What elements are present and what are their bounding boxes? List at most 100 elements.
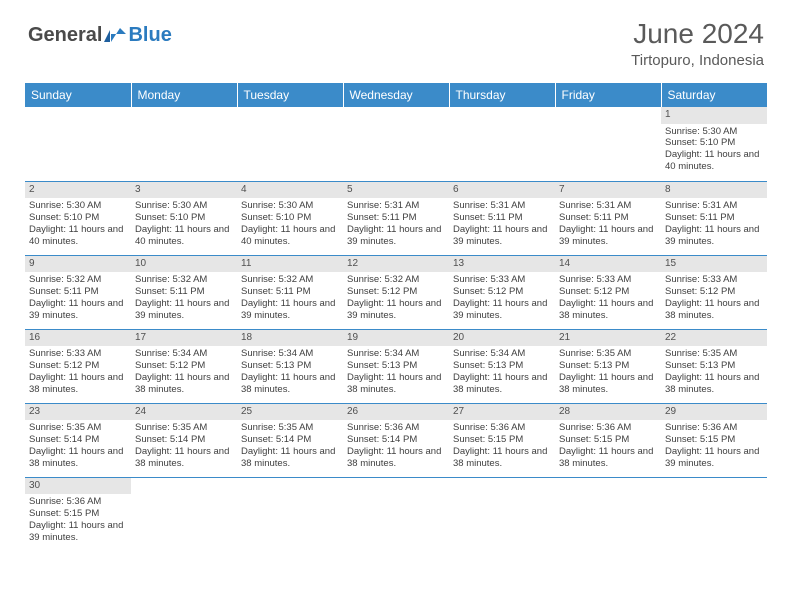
sunset-line: Sunset: 5:11 PM	[453, 212, 551, 224]
sunrise-line: Sunrise: 5:36 AM	[453, 422, 551, 434]
calendar-cell	[237, 477, 343, 551]
sunset-line: Sunset: 5:12 PM	[29, 360, 127, 372]
calendar-cell: 11Sunrise: 5:32 AMSunset: 5:11 PMDayligh…	[237, 255, 343, 329]
calendar-cell: 9Sunrise: 5:32 AMSunset: 5:11 PMDaylight…	[25, 255, 131, 329]
daylight-line: Daylight: 11 hours and 38 minutes.	[665, 372, 763, 396]
daylight-line: Daylight: 11 hours and 38 minutes.	[135, 372, 233, 396]
calendar-body: 1Sunrise: 5:30 AMSunset: 5:10 PMDaylight…	[25, 107, 767, 551]
daylight-line: Daylight: 11 hours and 40 minutes.	[29, 224, 127, 248]
daylight-line: Daylight: 11 hours and 39 minutes.	[453, 224, 551, 248]
calendar-row: 2Sunrise: 5:30 AMSunset: 5:10 PMDaylight…	[25, 181, 767, 255]
day-number: 18	[237, 330, 343, 347]
calendar-cell	[555, 107, 661, 181]
sunset-line: Sunset: 5:13 PM	[559, 360, 657, 372]
calendar-cell: 24Sunrise: 5:35 AMSunset: 5:14 PMDayligh…	[131, 403, 237, 477]
day-detail: Sunrise: 5:35 AMSunset: 5:14 PMDaylight:…	[131, 420, 237, 472]
calendar-cell	[661, 477, 767, 551]
sunrise-line: Sunrise: 5:30 AM	[29, 200, 127, 212]
sunset-line: Sunset: 5:10 PM	[29, 212, 127, 224]
day-detail: Sunrise: 5:34 AMSunset: 5:13 PMDaylight:…	[449, 346, 555, 398]
sunrise-line: Sunrise: 5:34 AM	[453, 348, 551, 360]
sunrise-line: Sunrise: 5:30 AM	[135, 200, 233, 212]
calendar-cell: 16Sunrise: 5:33 AMSunset: 5:12 PMDayligh…	[25, 329, 131, 403]
daylight-line: Daylight: 11 hours and 38 minutes.	[241, 372, 339, 396]
day-detail: Sunrise: 5:34 AMSunset: 5:12 PMDaylight:…	[131, 346, 237, 398]
calendar-cell: 10Sunrise: 5:32 AMSunset: 5:11 PMDayligh…	[131, 255, 237, 329]
sunset-line: Sunset: 5:12 PM	[347, 286, 445, 298]
day-detail: Sunrise: 5:30 AMSunset: 5:10 PMDaylight:…	[661, 124, 767, 176]
calendar-cell: 22Sunrise: 5:35 AMSunset: 5:13 PMDayligh…	[661, 329, 767, 403]
calendar-cell: 18Sunrise: 5:34 AMSunset: 5:13 PMDayligh…	[237, 329, 343, 403]
day-number: 24	[131, 404, 237, 421]
daylight-line: Daylight: 11 hours and 38 minutes.	[29, 372, 127, 396]
day-number: 25	[237, 404, 343, 421]
calendar-cell: 28Sunrise: 5:36 AMSunset: 5:15 PMDayligh…	[555, 403, 661, 477]
sunset-line: Sunset: 5:11 PM	[559, 212, 657, 224]
daylight-line: Daylight: 11 hours and 38 minutes.	[347, 446, 445, 470]
sunrise-line: Sunrise: 5:31 AM	[347, 200, 445, 212]
sunrise-line: Sunrise: 5:32 AM	[347, 274, 445, 286]
sunrise-line: Sunrise: 5:36 AM	[665, 422, 763, 434]
day-detail: Sunrise: 5:34 AMSunset: 5:13 PMDaylight:…	[343, 346, 449, 398]
calendar-cell: 26Sunrise: 5:36 AMSunset: 5:14 PMDayligh…	[343, 403, 449, 477]
daylight-line: Daylight: 11 hours and 39 minutes.	[29, 298, 127, 322]
sunset-line: Sunset: 5:14 PM	[347, 434, 445, 446]
day-detail: Sunrise: 5:30 AMSunset: 5:10 PMDaylight:…	[25, 198, 131, 250]
day-number: 7	[555, 182, 661, 199]
calendar-cell: 7Sunrise: 5:31 AMSunset: 5:11 PMDaylight…	[555, 181, 661, 255]
sunrise-line: Sunrise: 5:34 AM	[347, 348, 445, 360]
day-number: 9	[25, 256, 131, 273]
day-number: 6	[449, 182, 555, 199]
day-number: 17	[131, 330, 237, 347]
calendar-cell	[449, 107, 555, 181]
daylight-line: Daylight: 11 hours and 39 minutes.	[347, 224, 445, 248]
sunrise-line: Sunrise: 5:35 AM	[665, 348, 763, 360]
sunset-line: Sunset: 5:12 PM	[135, 360, 233, 372]
day-number: 21	[555, 330, 661, 347]
sunset-line: Sunset: 5:14 PM	[241, 434, 339, 446]
calendar-cell: 5Sunrise: 5:31 AMSunset: 5:11 PMDaylight…	[343, 181, 449, 255]
sunset-line: Sunset: 5:14 PM	[29, 434, 127, 446]
sunset-line: Sunset: 5:12 PM	[453, 286, 551, 298]
sunset-line: Sunset: 5:15 PM	[665, 434, 763, 446]
day-number: 30	[25, 478, 131, 495]
day-detail: Sunrise: 5:31 AMSunset: 5:11 PMDaylight:…	[661, 198, 767, 250]
sunrise-line: Sunrise: 5:32 AM	[241, 274, 339, 286]
calendar-cell: 23Sunrise: 5:35 AMSunset: 5:14 PMDayligh…	[25, 403, 131, 477]
daylight-line: Daylight: 11 hours and 38 minutes.	[453, 372, 551, 396]
sunset-line: Sunset: 5:12 PM	[665, 286, 763, 298]
day-detail: Sunrise: 5:35 AMSunset: 5:14 PMDaylight:…	[237, 420, 343, 472]
daylight-line: Daylight: 11 hours and 39 minutes.	[665, 446, 763, 470]
sunrise-line: Sunrise: 5:33 AM	[453, 274, 551, 286]
day-detail: Sunrise: 5:35 AMSunset: 5:14 PMDaylight:…	[25, 420, 131, 472]
day-detail: Sunrise: 5:32 AMSunset: 5:11 PMDaylight:…	[25, 272, 131, 324]
calendar-cell	[343, 107, 449, 181]
day-number: 20	[449, 330, 555, 347]
sunset-line: Sunset: 5:13 PM	[347, 360, 445, 372]
sunset-line: Sunset: 5:11 PM	[29, 286, 127, 298]
sunrise-line: Sunrise: 5:31 AM	[559, 200, 657, 212]
sunset-line: Sunset: 5:14 PM	[135, 434, 233, 446]
calendar-cell	[237, 107, 343, 181]
day-detail: Sunrise: 5:30 AMSunset: 5:10 PMDaylight:…	[237, 198, 343, 250]
day-number: 10	[131, 256, 237, 273]
sunset-line: Sunset: 5:10 PM	[241, 212, 339, 224]
sunset-line: Sunset: 5:13 PM	[241, 360, 339, 372]
day-detail: Sunrise: 5:36 AMSunset: 5:15 PMDaylight:…	[661, 420, 767, 472]
day-detail: Sunrise: 5:34 AMSunset: 5:13 PMDaylight:…	[237, 346, 343, 398]
weekday-header: Wednesday	[343, 83, 449, 107]
sunrise-line: Sunrise: 5:35 AM	[559, 348, 657, 360]
day-number: 22	[661, 330, 767, 347]
daylight-line: Daylight: 11 hours and 39 minutes.	[559, 224, 657, 248]
calendar-row: 23Sunrise: 5:35 AMSunset: 5:14 PMDayligh…	[25, 403, 767, 477]
weekday-header: Tuesday	[237, 83, 343, 107]
calendar-row: 9Sunrise: 5:32 AMSunset: 5:11 PMDaylight…	[25, 255, 767, 329]
sunset-line: Sunset: 5:11 PM	[241, 286, 339, 298]
sunrise-line: Sunrise: 5:34 AM	[241, 348, 339, 360]
day-number: 2	[25, 182, 131, 199]
sunrise-line: Sunrise: 5:30 AM	[241, 200, 339, 212]
calendar-row: 1Sunrise: 5:30 AMSunset: 5:10 PMDaylight…	[25, 107, 767, 181]
calendar-cell	[131, 477, 237, 551]
weekday-header-row: Sunday Monday Tuesday Wednesday Thursday…	[25, 83, 767, 107]
sunrise-line: Sunrise: 5:33 AM	[665, 274, 763, 286]
